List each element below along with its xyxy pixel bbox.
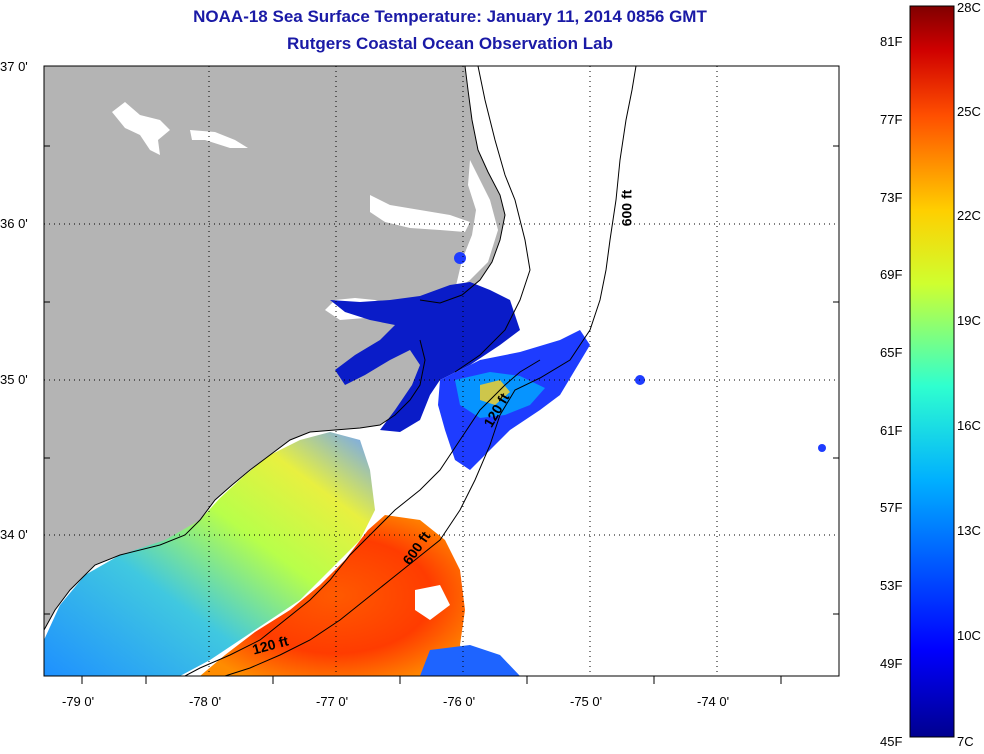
chart-title: NOAA-18 Sea Surface Temperature: January… <box>193 7 707 26</box>
lon-label: -78 0' <box>189 694 222 709</box>
colorbar-c-label: 28C <box>957 0 981 15</box>
colorbar-f-label: 45F <box>880 734 903 749</box>
graticule <box>44 66 839 676</box>
lon-label: -74 0' <box>697 694 730 709</box>
lon-label: -77 0' <box>316 694 349 709</box>
lon-label: -75 0' <box>570 694 603 709</box>
gulf-stream-water <box>200 515 470 676</box>
offshore-patch-2 <box>818 444 826 452</box>
colorbar-f-label: 73F <box>880 190 903 205</box>
lat-label: 35 0' <box>0 372 28 387</box>
albemarle-sound <box>370 195 470 232</box>
colorbar-c-label: 22C <box>957 208 981 223</box>
colorbar-c-label: 10C <box>957 628 981 643</box>
colorbar-f-label: 61F <box>880 423 903 438</box>
offshore-patch-3 <box>454 252 466 264</box>
colorbar <box>909 5 955 738</box>
plot-frame <box>43 65 840 677</box>
axis-ticks <box>44 145 839 684</box>
cloud-gap <box>415 585 450 620</box>
contour-120ft <box>184 359 541 676</box>
colorbar-f-label: 53F <box>880 578 903 593</box>
colorbar-c-label: 25C <box>957 104 981 119</box>
contour-600ft-north <box>224 66 637 676</box>
chart-subtitle: Rutgers Coastal Ocean Observation Lab <box>287 34 613 53</box>
offshore-cold-eddy <box>420 645 520 676</box>
lon-label: -76 0' <box>443 694 476 709</box>
colorbar-f-label: 77F <box>880 112 903 127</box>
lon-label: -79 0' <box>62 694 95 709</box>
shelf-patch-warm <box>480 380 510 405</box>
colorbar-f-label: 65F <box>880 345 903 360</box>
contour-label-600ft-north: 600 ft <box>618 189 635 227</box>
coastline <box>44 66 506 631</box>
colorbar-f-label: 81F <box>880 34 903 49</box>
inland-lake <box>112 102 170 155</box>
colorbar-c-label: 16C <box>957 418 981 433</box>
colorbar-f-label: 49F <box>880 656 903 671</box>
lat-label: 34 0' <box>0 527 28 542</box>
lat-label: 36 0' <box>0 216 28 231</box>
colorbar-f-label: 57F <box>880 500 903 515</box>
colorbar-c-label: 7C <box>957 734 974 749</box>
outer-banks <box>454 66 531 373</box>
inland-lake-2 <box>190 130 248 148</box>
colorbar-f-label: 69F <box>880 267 903 282</box>
cold-sound-water <box>330 282 520 432</box>
shelf-water <box>44 432 375 676</box>
colorbar-c-label: 13C <box>957 523 981 538</box>
lat-label: 37 0' <box>0 59 28 74</box>
colorbar-c-label: 19C <box>957 313 981 328</box>
